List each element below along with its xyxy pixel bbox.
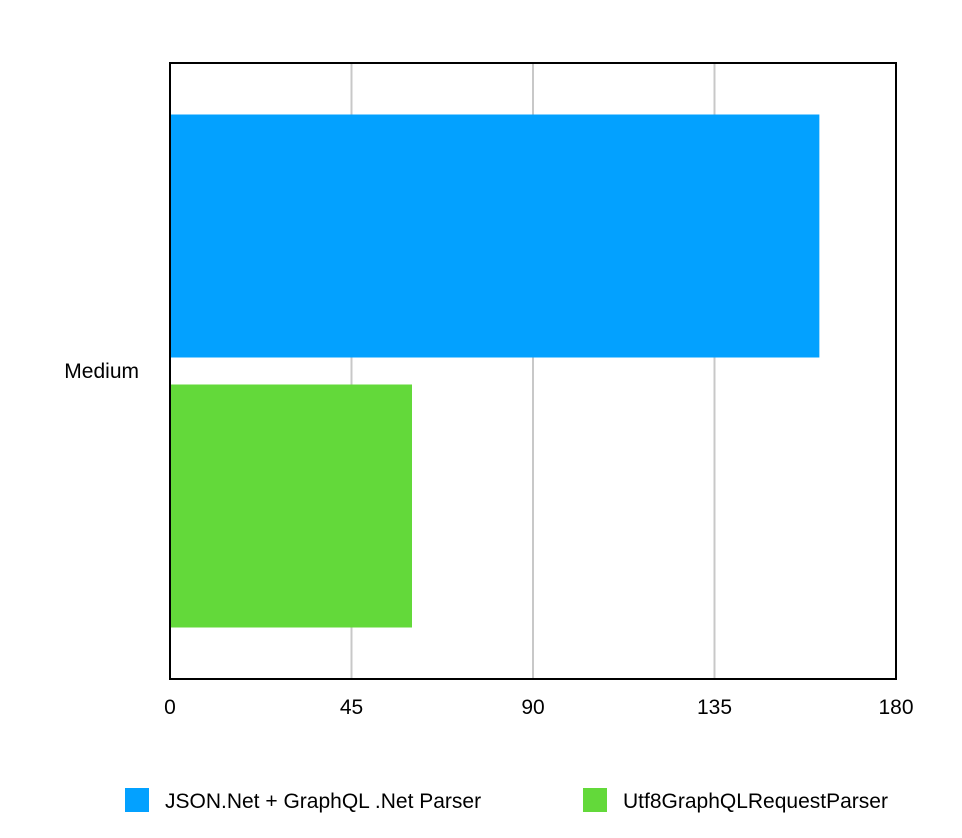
legend-swatch — [583, 788, 607, 812]
legend-label: JSON.Net + GraphQL .Net Parser — [165, 790, 481, 813]
x-tick-label: 0 — [164, 696, 176, 719]
legend-label: Utf8GraphQLRequestParser — [623, 790, 888, 813]
legend: JSON.Net + GraphQL .Net Parser Utf8GraphQ… — [125, 788, 888, 813]
x-tick-label: 90 — [521, 696, 544, 719]
x-tick-label: 180 — [878, 696, 913, 719]
x-tick-label: 135 — [697, 696, 732, 719]
legend-item: JSON.Net + GraphQL .Net Parser — [125, 788, 481, 813]
x-tick-label: 45 — [340, 696, 363, 719]
plot-frame — [169, 62, 897, 680]
legend-item: Utf8GraphQLRequestParser — [583, 788, 888, 813]
y-axis-categories: Medium — [64, 360, 139, 383]
category-label: Medium — [64, 360, 139, 383]
bar-json-net-graphql-net-parser — [170, 114, 820, 358]
x-axis-ticks: 0 45 90 135 180 — [164, 696, 913, 719]
bars — [170, 114, 820, 628]
legend-swatch — [125, 788, 149, 812]
bar-utf8graphqlrequestparser — [170, 384, 412, 628]
